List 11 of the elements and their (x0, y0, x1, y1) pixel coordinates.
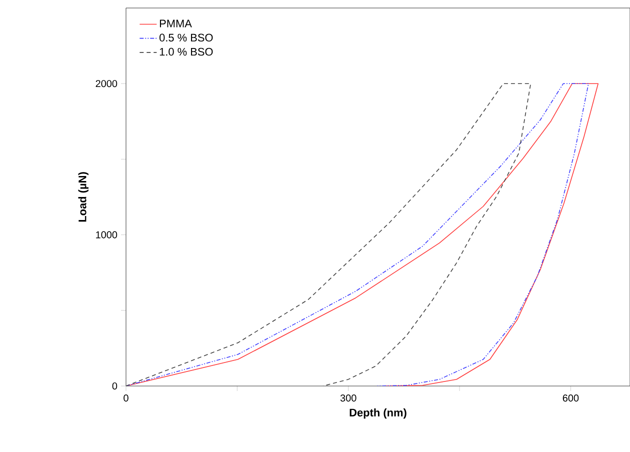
x-axis-title: Depth (nm) (350, 408, 406, 419)
legend-label: 1.0 % BSO (160, 48, 213, 56)
x-tick-label: 300 (340, 394, 356, 402)
y-axis-title: Load (µN) (78, 172, 88, 222)
y-tick-label: 1000 (96, 231, 118, 238)
legend-label: 0.5 % BSO (159, 34, 213, 42)
x-tick-label: 600 (562, 394, 579, 402)
y-tick-label: 0 (112, 382, 118, 390)
legend-label: PMMA (160, 20, 192, 28)
y-tick-label: 2000 (96, 80, 118, 88)
x-tick-label: 0 (124, 394, 128, 402)
